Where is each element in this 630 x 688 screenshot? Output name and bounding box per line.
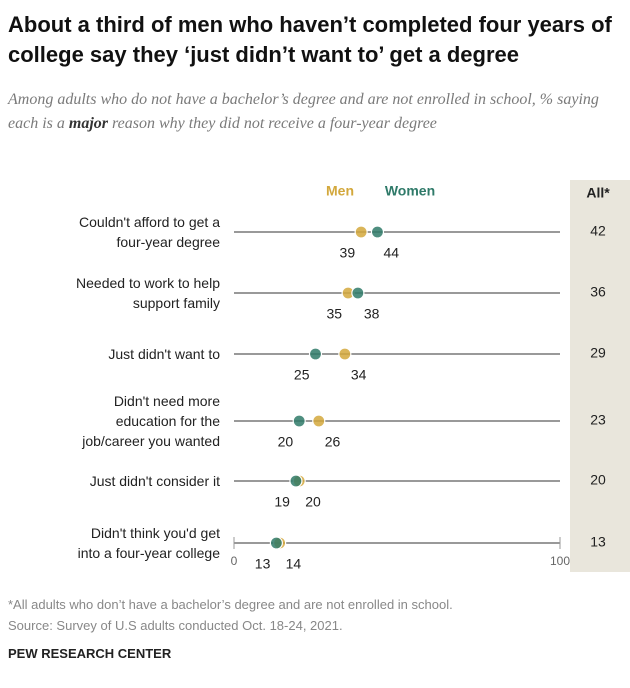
subtitle-emphasis: major — [68, 115, 108, 132]
legend-label: Men — [326, 183, 354, 199]
value-label: 44 — [383, 245, 399, 261]
total-value: 20 — [590, 472, 606, 488]
total-value: 42 — [590, 223, 606, 239]
total-value: 29 — [590, 345, 606, 361]
total-value: 13 — [590, 534, 606, 550]
category-label: Didn't need more education for the job/c… — [82, 393, 220, 449]
subtitle-text: reason why they did not receive a four-y… — [112, 115, 437, 132]
legend-label: Women — [385, 183, 435, 199]
source: Source: Survey of U.S adults conducted O… — [8, 618, 343, 633]
total-band — [570, 180, 630, 572]
x-tick-label: 100 — [550, 554, 570, 568]
value-label: 20 — [278, 434, 294, 450]
total-header: All* — [586, 185, 610, 201]
value-label: 19 — [274, 494, 290, 510]
dot — [338, 347, 352, 361]
category-label: Just didn't want to — [108, 346, 220, 362]
category-label: Didn't think you'd get into a four-year … — [77, 525, 220, 561]
credit: PEW RESEARCH CENTER — [8, 646, 172, 661]
value-label: 34 — [351, 367, 367, 383]
x-tick-label: 0 — [231, 554, 238, 568]
dot — [354, 225, 368, 239]
dot — [370, 225, 385, 239]
subtitle-text: Among adults who do not have a bachelor’… — [8, 91, 599, 132]
category-label: Couldn't afford to get a four-year degre… — [79, 214, 220, 250]
value-label: 14 — [286, 556, 302, 572]
dot — [312, 414, 326, 428]
value-label: 20 — [305, 494, 321, 510]
value-label: 25 — [294, 367, 310, 383]
value-label: 39 — [340, 245, 356, 261]
total-value: 36 — [590, 284, 606, 300]
value-label: 38 — [364, 306, 380, 322]
value-label: 13 — [255, 556, 271, 572]
dot — [351, 286, 365, 300]
total-value: 23 — [590, 412, 606, 428]
dot — [289, 474, 303, 488]
dot — [269, 536, 283, 550]
category-label: Needed to work to help support family — [76, 275, 220, 311]
dot — [308, 347, 323, 361]
category-label: Just didn't consider it — [89, 473, 220, 489]
footnote: *All adults who don’t have a bachelor’s … — [8, 597, 453, 612]
subtitle: Among adults who do not have a bachelor’… — [8, 88, 620, 136]
chart-title: About a third of men who haven’t complet… — [8, 12, 612, 67]
value-label: 35 — [327, 306, 343, 322]
value-label: 26 — [325, 434, 341, 450]
dot — [292, 414, 306, 428]
